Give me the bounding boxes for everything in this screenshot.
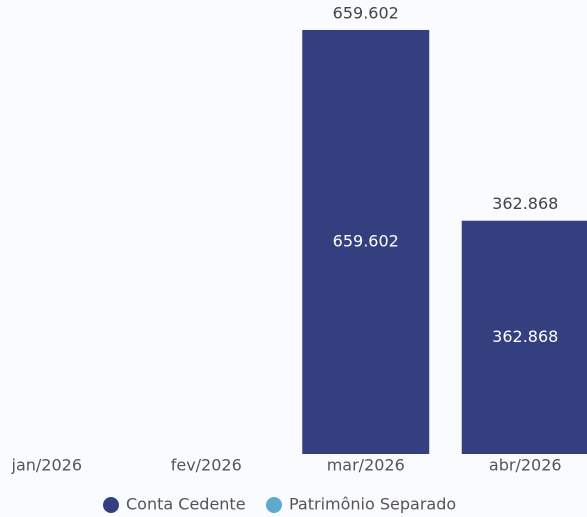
x-tick-label: abr/2026	[489, 456, 562, 475]
legend-marker	[103, 497, 119, 513]
bar	[302, 29, 430, 454]
total-label: 659.602	[333, 3, 399, 22]
total-label: 362.868	[492, 194, 558, 213]
legend-label: Patrimônio Separado	[289, 495, 456, 514]
legend-label: Conta Cedente	[126, 495, 246, 514]
value-label: 659.602	[333, 231, 399, 250]
x-tick-label: mar/2026	[327, 456, 405, 475]
x-tick-label: fev/2026	[171, 456, 242, 475]
bar	[461, 220, 587, 454]
value-label: 362.868	[492, 327, 558, 346]
x-tick-label: jan/2026	[11, 456, 83, 475]
legend-marker	[266, 497, 282, 513]
